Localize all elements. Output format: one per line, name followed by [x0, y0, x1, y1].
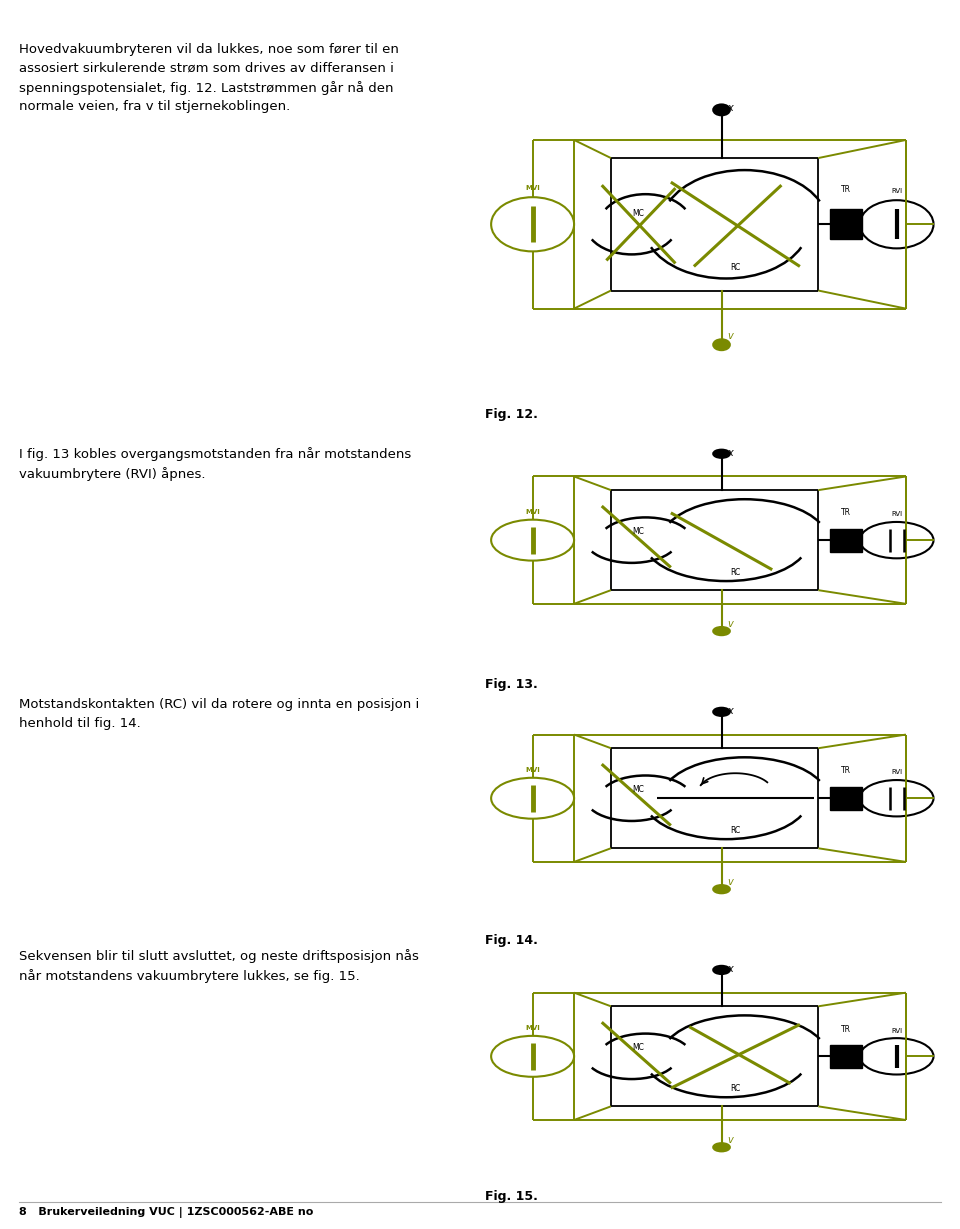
Text: Fig. 15.: Fig. 15.: [485, 1190, 538, 1203]
Circle shape: [713, 708, 730, 717]
Circle shape: [713, 104, 730, 116]
Text: v: v: [727, 331, 732, 340]
Text: v: v: [727, 1136, 732, 1145]
Text: MC: MC: [633, 1042, 644, 1052]
Bar: [829, 787, 862, 810]
Text: Fig. 13.: Fig. 13.: [485, 678, 538, 692]
Text: Hovedvakuumbryteren vil da lukkes, noe som fører til en
assosiert sirkulerende s: Hovedvakuumbryteren vil da lukkes, noe s…: [19, 43, 399, 113]
Text: RVI: RVI: [891, 511, 902, 517]
Text: MVI: MVI: [525, 186, 540, 192]
Text: MC: MC: [633, 784, 644, 794]
Text: MVI: MVI: [525, 767, 540, 773]
Text: TR: TR: [841, 186, 851, 194]
Circle shape: [713, 450, 730, 458]
Text: x: x: [727, 705, 732, 715]
Text: RC: RC: [731, 263, 740, 273]
Text: v: v: [727, 619, 732, 629]
Text: TR: TR: [841, 767, 851, 775]
Bar: [829, 528, 862, 552]
Text: RVI: RVI: [891, 769, 902, 775]
Bar: [829, 1045, 862, 1068]
Text: MC: MC: [633, 526, 644, 536]
Text: x: x: [727, 447, 732, 457]
Bar: [829, 209, 862, 240]
Text: RC: RC: [731, 826, 740, 834]
Text: MC: MC: [633, 209, 644, 219]
Circle shape: [713, 627, 730, 635]
Text: MVI: MVI: [525, 509, 540, 515]
Circle shape: [713, 966, 730, 975]
Text: Sekvensen blir til slutt avsluttet, og neste driftsposisjon nås
når motstandens : Sekvensen blir til slutt avsluttet, og n…: [19, 949, 420, 983]
Text: RC: RC: [731, 1084, 740, 1093]
Text: TR: TR: [841, 509, 851, 517]
Text: Fig. 14.: Fig. 14.: [485, 934, 538, 948]
Text: Fig. 12.: Fig. 12.: [485, 408, 538, 422]
Text: TR: TR: [841, 1025, 851, 1034]
Text: RC: RC: [731, 568, 740, 576]
Text: I fig. 13 kobles overgangsmotstanden fra når motstandens
vakuumbrytere (RVI) åpn: I fig. 13 kobles overgangsmotstanden fra…: [19, 447, 412, 482]
Text: MVI: MVI: [525, 1025, 540, 1031]
Circle shape: [713, 339, 730, 350]
Text: x: x: [727, 964, 732, 973]
Circle shape: [713, 1143, 730, 1152]
Text: RVI: RVI: [891, 188, 902, 194]
Circle shape: [713, 885, 730, 893]
Text: x: x: [727, 103, 732, 113]
Text: 8   Brukerveiledning VUC | 1ZSC000562-ABE no: 8 Brukerveiledning VUC | 1ZSC000562-ABE …: [19, 1207, 314, 1218]
Text: RVI: RVI: [891, 1027, 902, 1034]
Text: Motstandskontakten (RC) vil da rotere og innta en posisjon i
henhold til fig. 14: Motstandskontakten (RC) vil da rotere og…: [19, 698, 420, 730]
Text: v: v: [727, 878, 732, 887]
